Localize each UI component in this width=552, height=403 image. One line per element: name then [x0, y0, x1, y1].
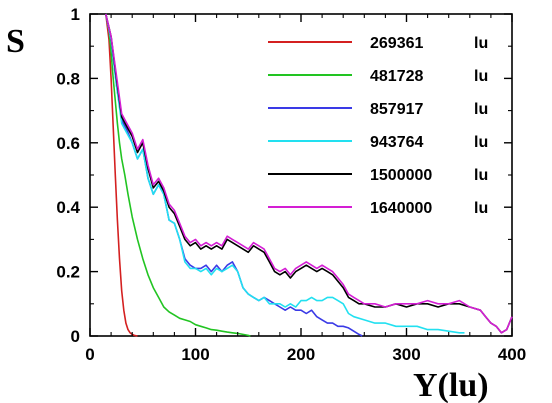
series-line-481728: [105, 13, 251, 337]
x-tick-label: 400: [498, 345, 526, 364]
legend-label-1640000: 1640000: [370, 200, 432, 217]
legend-unit: lu: [474, 35, 488, 52]
legend: 269361 lu 481728 lu 857917 lu 943764 lu 1500000 l…: [268, 35, 488, 217]
y-tick-label: 0.4: [56, 198, 80, 217]
legend-label-269361: 269361: [370, 35, 423, 52]
y-tick-label: 1: [71, 5, 80, 24]
legend-label-481728: 481728: [370, 68, 423, 85]
legend-unit: lu: [474, 68, 488, 85]
y-axis-ticks: 0 0.2 0.4 0.6 0.8 1: [56, 5, 512, 346]
y-axis-title: S: [6, 23, 25, 60]
y-tick-label: 0: [71, 327, 80, 346]
x-tick-label: 300: [392, 345, 420, 364]
x-axis-ticks: 0 100 200 300 400: [85, 14, 526, 364]
legend-label-857917: 857917: [370, 101, 423, 118]
series-line-269361: [105, 13, 138, 337]
series-line-1640000: [105, 13, 513, 334]
x-tick-label: 0: [85, 345, 94, 364]
legend-unit: lu: [474, 134, 488, 151]
series-line-1500000: [105, 13, 513, 334]
legend-label-1500000: 1500000: [370, 167, 432, 184]
legend-label-943764: 943764: [370, 134, 423, 151]
series-line-943764: [105, 13, 465, 334]
x-axis-title: Y(lu): [413, 367, 489, 403]
series-layer: [105, 13, 513, 337]
y-tick-label: 0.2: [56, 263, 80, 282]
legend-unit: lu: [474, 101, 488, 118]
legend-unit: lu: [474, 200, 488, 217]
y-tick-label: 0.6: [56, 134, 80, 153]
legend-unit: lu: [474, 167, 488, 184]
y-tick-label: 0.8: [56, 69, 80, 88]
x-tick-label: 100: [181, 345, 209, 364]
x-tick-label: 200: [287, 345, 315, 364]
